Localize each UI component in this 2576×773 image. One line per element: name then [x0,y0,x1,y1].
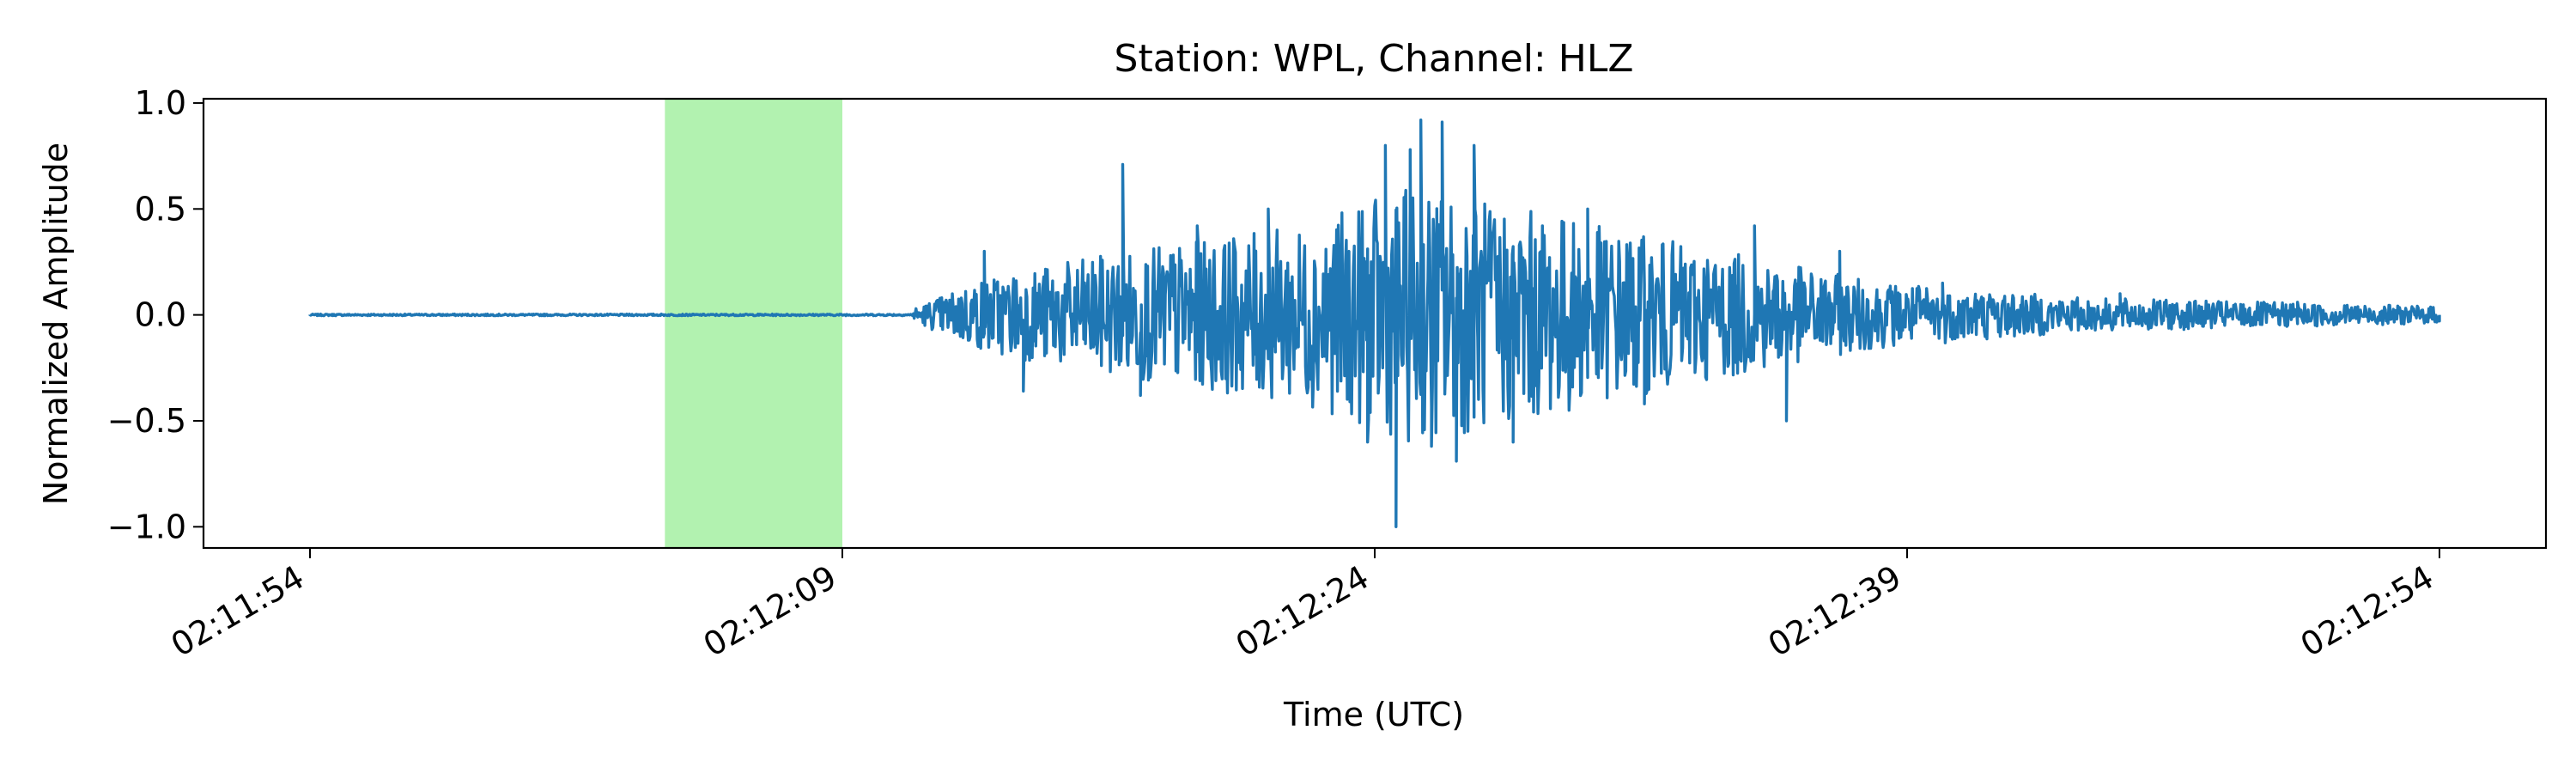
y-tick-label: −0.5 [107,402,186,440]
y-tick-label: 1.0 [135,84,186,122]
y-tick-label: 0.5 [135,190,186,228]
y-axis-label: Normalized Amplitude [37,143,75,505]
y-tick-label: −1.0 [107,508,186,545]
x-axis-label: Time (UTC) [1283,696,1464,733]
chart-title: Station: WPL, Channel: HLZ [1115,37,1634,81]
y-tick-label: 0.0 [135,296,186,334]
waveform-line [308,119,2441,528]
highlight-region [665,99,842,548]
